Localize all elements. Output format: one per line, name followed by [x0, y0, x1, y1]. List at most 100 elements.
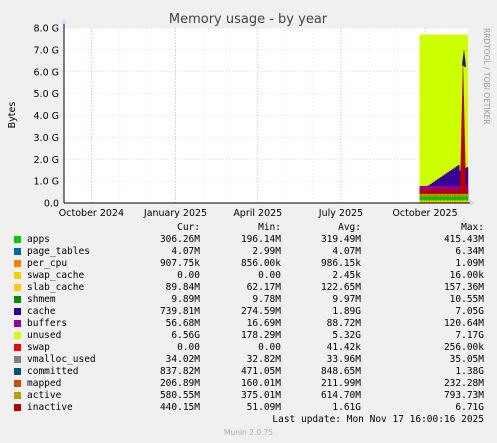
area-slab-cache — [426, 200, 429, 203]
header-max: Max: — [461, 222, 484, 233]
y-axis-label: Bytes — [7, 102, 18, 129]
area-apps — [448, 196, 451, 203]
area-cache — [452, 168, 455, 203]
area-cache — [454, 167, 457, 203]
legend-cur: 580.55M — [159, 390, 200, 401]
area-slab-cache — [464, 200, 467, 203]
area-apps — [452, 196, 455, 203]
legend-row-mapped: mapped 206.89M 160.01M 211.99M 232.28M — [0, 378, 497, 390]
legend-row-swap-cache: swap_cache 0.00 0.00 2.45k 16.00k — [0, 270, 497, 282]
area-slab-cache — [457, 200, 460, 203]
area-apps — [423, 196, 425, 203]
legend-row-vmalloc-used: vmalloc_used 34.02M 32.82M 33.96M 35.05M — [0, 354, 497, 366]
legend-name: inactive — [27, 402, 73, 413]
area-slab-cache — [462, 200, 465, 203]
area-apps — [447, 196, 450, 203]
legend-swatch — [14, 368, 21, 375]
legend-swatch — [14, 260, 21, 267]
legend-swatch — [14, 392, 21, 399]
y-tick-label: 4.0 G — [34, 111, 60, 122]
legend-max: 157.36M — [443, 282, 484, 293]
area-slab-cache — [435, 200, 438, 203]
area-apps — [466, 196, 469, 203]
area-apps — [426, 196, 429, 203]
last-update: Last update: Mon Nov 17 16:00:16 2025 — [272, 414, 484, 425]
y-tick-label: 8.0 G — [34, 24, 60, 35]
legend-name: swap_cache — [27, 270, 85, 281]
area-apps — [455, 196, 458, 203]
area-apps — [424, 196, 427, 203]
legend-cur: 306.26M — [159, 234, 200, 245]
area-slab-cache — [445, 200, 448, 203]
legend-max: 35.05M — [449, 354, 484, 365]
legend-cur: 0.00 — [177, 270, 200, 281]
legend-cur: 907.75k — [159, 258, 200, 269]
legend-name: per_cpu — [27, 258, 68, 269]
legend-swatch — [14, 248, 21, 255]
y-tick-label: 7.0 G — [34, 45, 60, 56]
legend-min: 160.01M — [240, 378, 281, 389]
area-inactive-spike — [460, 56, 466, 190]
legend-max: 10.55M — [449, 294, 484, 305]
header-cur: Cur: — [177, 222, 200, 233]
legend-name: active — [27, 390, 62, 401]
area-slab-cache — [459, 200, 462, 203]
legend-row-unused: unused 6.56G 178.29M 5.32G 7.17G — [0, 330, 497, 342]
legend-max: 120.64M — [443, 318, 484, 329]
area-slab-cache — [421, 200, 424, 203]
legend-min: 178.29M — [240, 330, 281, 341]
legend-row-inactive: inactive 440.15M 51.09M 1.61G 6.71G — [0, 402, 497, 414]
x-axis-arrow — [470, 200, 475, 206]
area-slab-cache — [447, 200, 450, 203]
y-tick-label: 2.0 G — [34, 155, 60, 166]
header-min: Min: — [258, 222, 281, 233]
area-cache — [466, 167, 469, 203]
area-apps — [440, 196, 443, 203]
legend-avg: 122.65M — [320, 282, 361, 293]
area-slab-cache — [436, 200, 439, 203]
legend-avg: 9.97M — [332, 294, 361, 305]
area-apps — [438, 196, 441, 203]
area-apps — [421, 196, 424, 203]
legend-swatch — [14, 284, 21, 291]
area-apps — [443, 196, 446, 203]
y-tick-label: 5.0 G — [34, 89, 60, 100]
legend-avg: 5.32G — [332, 330, 361, 341]
legend-avg: 2.45k — [332, 270, 361, 281]
area-slab-cache — [450, 200, 453, 203]
x-tick-label: October 2025 — [392, 208, 457, 219]
legend-row-shmem: shmem 9.89M 9.78M 9.97M 10.55M — [0, 294, 497, 306]
area-apps — [433, 196, 436, 203]
area-slab-cache — [454, 200, 457, 203]
area-apps — [428, 196, 431, 203]
data-areas — [419, 34, 469, 203]
legend-avg: 319.49M — [320, 234, 361, 245]
area-apps — [436, 196, 439, 203]
x-tick-label: July 2025 — [318, 208, 363, 219]
legend-cur: 837.82M — [159, 366, 200, 377]
area-slab-cache — [440, 200, 443, 203]
legend-min: 471.05M — [240, 366, 281, 377]
legend-name: buffers — [27, 318, 68, 329]
legend-swatch — [14, 356, 21, 363]
area-cache — [455, 166, 458, 203]
legend-swatch — [14, 380, 21, 387]
area-slab-cache — [423, 200, 425, 203]
legend-avg: 211.99M — [320, 378, 361, 389]
legend-avg: 33.96M — [326, 354, 361, 365]
legend-max: 256.00k — [443, 342, 484, 353]
area-apps — [431, 196, 434, 203]
area-cache — [457, 165, 460, 203]
area-apps — [450, 196, 453, 203]
x-tick-label: October 2024 — [59, 208, 124, 219]
legend-max: 7.17G — [455, 330, 484, 341]
legend-row-apps: apps 306.26M 196.14M 319.49M 415.43M — [0, 234, 497, 246]
area-apps — [462, 196, 465, 203]
legend-name: mapped — [27, 378, 62, 389]
munin-version: Munin 2.0.75 — [223, 428, 274, 437]
legend-min: 32.82M — [246, 354, 281, 365]
y-tick-labels: 0.0 1.0 G 2.0 G 3.0 G 4.0 G 5.0 G 6.0 G 7.0 G 8.… — [34, 24, 60, 210]
legend-row-page-tables: page_tables 4.07M 2.99M 4.07M 6.34M — [0, 246, 497, 258]
legend-header: Cur: Min: Avg: Max: — [0, 222, 497, 234]
legend-min: 856.00k — [240, 258, 281, 269]
